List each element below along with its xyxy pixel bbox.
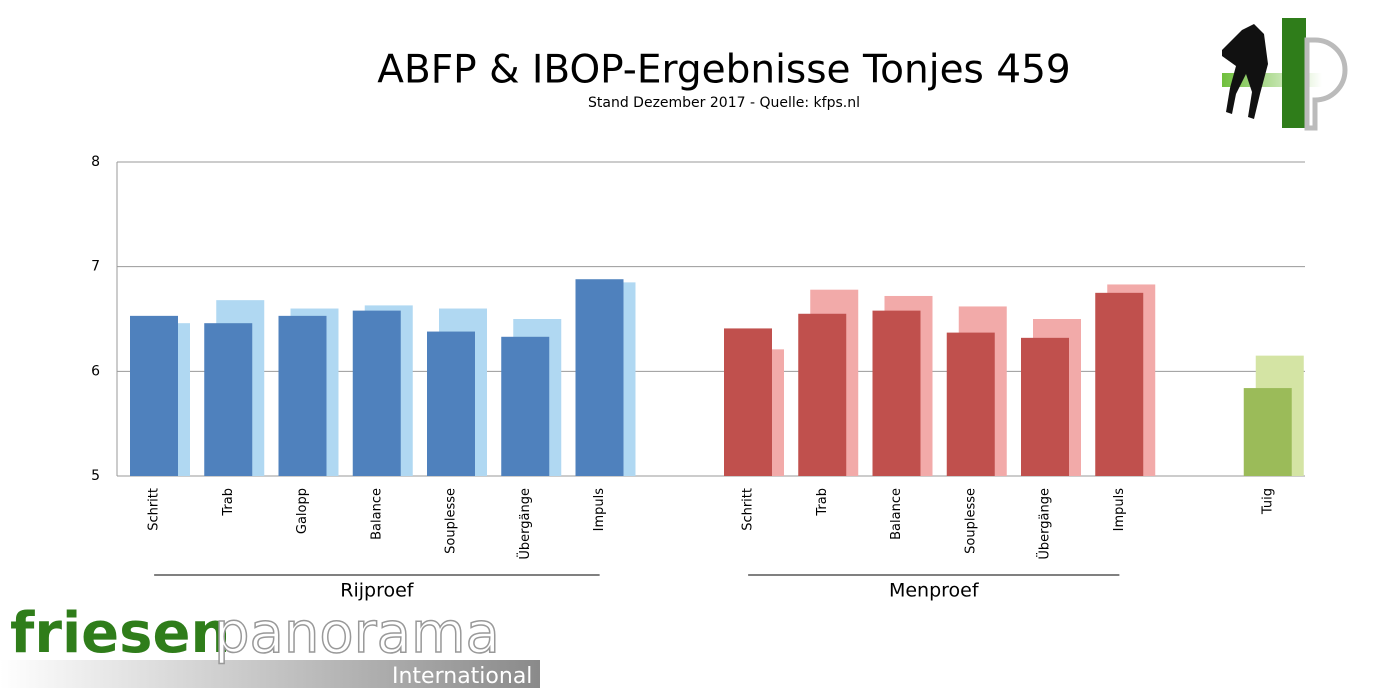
friesen-logo: friesen panorama International	[0, 600, 540, 689]
bar	[130, 315, 178, 476]
x-tick-label: Souplesse	[963, 488, 978, 554]
bar	[501, 336, 550, 476]
bar	[798, 313, 847, 476]
bar	[278, 315, 327, 476]
x-tick-label: Übergänge	[1036, 488, 1053, 560]
bar	[724, 328, 772, 476]
group-label: Rijproef	[340, 580, 415, 602]
x-tick-label: Balance	[369, 488, 384, 540]
logo-horse	[1222, 24, 1268, 119]
y-tick-label: 8	[91, 154, 100, 170]
bar	[872, 310, 921, 476]
bar	[1243, 388, 1292, 476]
logo-f	[1282, 18, 1306, 128]
y-tick-label: 6	[91, 363, 100, 379]
x-tick-label: Balance	[889, 488, 904, 540]
x-tick-label: Trab	[221, 488, 236, 517]
logo-word: International	[392, 664, 532, 689]
bar	[946, 332, 995, 476]
x-tick-label: Trab	[815, 488, 830, 517]
bar	[575, 279, 624, 476]
logo-p	[1304, 37, 1348, 131]
chart-subtitle: Stand Dezember 2017 - Quelle: kfps.nl	[588, 95, 860, 111]
kfps-logo	[1222, 18, 1348, 131]
bar	[1095, 292, 1144, 476]
x-tick-label: Tuig	[1260, 488, 1275, 515]
x-tick-label: Souplesse	[444, 488, 459, 554]
x-tick-label: Impuls	[592, 488, 607, 532]
x-tick-label: Impuls	[1112, 488, 1127, 532]
bar	[352, 310, 401, 476]
logo-word: friesen	[10, 601, 230, 666]
x-tick-label: Schritt	[741, 488, 756, 531]
group-label: Menproef	[889, 580, 980, 602]
y-tick-label: 5	[91, 468, 100, 484]
bar	[204, 323, 253, 476]
logo-word: panorama	[214, 601, 500, 666]
x-tick-label: Übergänge	[516, 488, 533, 560]
logo-bar	[0, 660, 540, 688]
chart-title: ABFP & IBOP-Ergebnisse Tonjes 459	[377, 48, 1070, 93]
bar	[427, 331, 475, 476]
x-tick-label: Galopp	[295, 488, 310, 534]
y-tick-label: 7	[91, 259, 100, 275]
bar	[1021, 337, 1069, 476]
x-tick-label: Schritt	[147, 488, 162, 531]
